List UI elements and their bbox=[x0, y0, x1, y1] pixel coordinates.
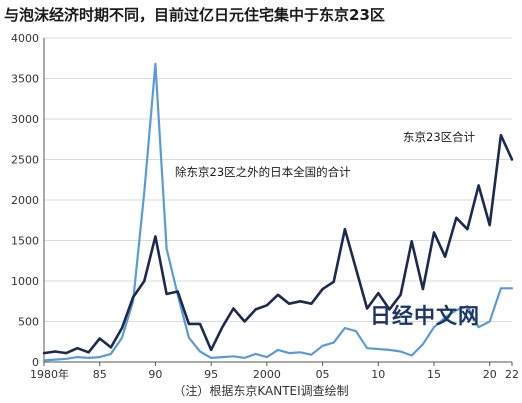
x-tick-label: 20 bbox=[483, 368, 497, 381]
y-tick-label: 500 bbox=[18, 316, 39, 329]
series-label-tokyo23: 东京23区合计 bbox=[403, 130, 476, 144]
x-tick-label: 85 bbox=[93, 368, 107, 381]
source-note: （注）根据东京KANTEI调查绘制 bbox=[173, 384, 349, 398]
y-tick-label: 1500 bbox=[11, 235, 39, 248]
y-axis-tick-labels: 0 500 1000 1500 2000 2500 3000 3500 4000 bbox=[11, 32, 39, 369]
y-tick-label: 2500 bbox=[11, 154, 39, 167]
x-axis-tick-labels: 1980年 85 90 95 2000 05 10 15 20 22 bbox=[30, 367, 519, 381]
y-tick-label: 4000 bbox=[11, 32, 39, 45]
series-line-tokyo23 bbox=[42, 133, 514, 355]
x-tick-label: 95 bbox=[204, 368, 218, 381]
y-tick-label: 3500 bbox=[11, 73, 39, 86]
chart-title: 与泡沫经济时期不同，目前过亿日元住宅集中于东京23区 bbox=[4, 6, 385, 24]
x-tick-label: 90 bbox=[148, 368, 162, 381]
y-tick-label: 0 bbox=[32, 356, 39, 369]
x-tick-label: 22 bbox=[505, 368, 519, 381]
y-tick-label: 3000 bbox=[11, 113, 39, 126]
x-tick-label: 15 bbox=[427, 368, 441, 381]
grid-lines bbox=[44, 37, 512, 322]
series-line-others bbox=[42, 62, 514, 362]
series-lines bbox=[42, 62, 514, 362]
x-tick-label: 10 bbox=[371, 368, 385, 381]
x-tick-label: 05 bbox=[316, 368, 330, 381]
y-tick-label: 2000 bbox=[11, 194, 39, 207]
series-label-others: 除东京23区之外的日本全国的合计 bbox=[175, 165, 351, 179]
axes bbox=[43, 38, 513, 366]
y-tick-label: 1000 bbox=[11, 275, 39, 288]
watermark-logo: 日经中文网 bbox=[370, 304, 480, 328]
x-tick-label: 2000 bbox=[253, 368, 281, 381]
x-tick-label: 1980年 bbox=[30, 367, 69, 381]
